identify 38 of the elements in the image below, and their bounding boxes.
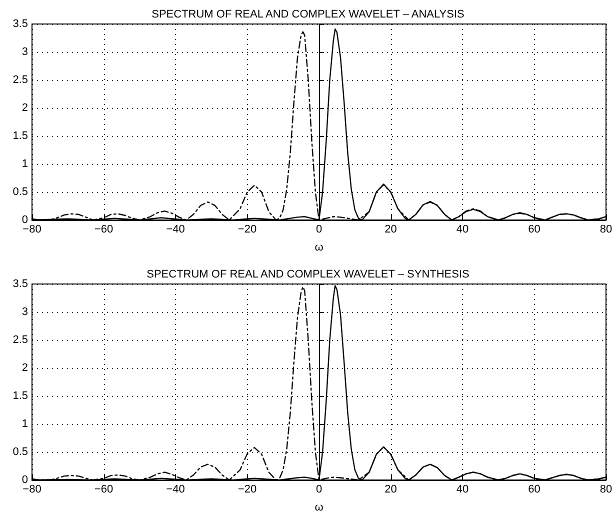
- x-tick-label: 0: [316, 224, 322, 236]
- y-tick-label: 3.5: [12, 18, 28, 30]
- x-tick-label: −20: [238, 484, 257, 496]
- y-tick-label: 1: [22, 418, 28, 430]
- y-tick-label: 3: [22, 46, 28, 58]
- y-tick-label: 1.5: [12, 390, 28, 402]
- x-tick-label: −40: [166, 484, 185, 496]
- y-tick-label: 3: [22, 306, 28, 318]
- y-tick-label: 2.5: [12, 74, 28, 86]
- y-tick-label: 2: [22, 362, 28, 374]
- y-tick-label: 0.5: [12, 186, 28, 198]
- x-tick-label: 80: [600, 484, 612, 496]
- x-tick-label: 40: [456, 484, 469, 496]
- chart-title: SPECTRUM OF REAL AND COMPLEX WAVELET – ANALYSIS: [152, 8, 464, 20]
- y-tick-label: 0.5: [12, 446, 28, 458]
- x-tick-label: −80: [22, 484, 42, 496]
- y-tick-label: 2.5: [12, 334, 28, 346]
- x-tick-label: 20: [384, 484, 397, 496]
- x-tick-label: 60: [528, 224, 540, 236]
- y-tick-label: 2: [22, 102, 28, 114]
- x-axis-title: ω: [314, 502, 324, 514]
- y-tick-label: 1.5: [12, 130, 28, 142]
- x-tick-label: 60: [528, 484, 540, 496]
- x-tick-label: 40: [456, 224, 469, 236]
- x-tick-label: −60: [94, 224, 114, 236]
- x-tick-label: −40: [166, 224, 185, 236]
- x-axis-title: ω: [314, 242, 324, 254]
- x-tick-label: 0: [316, 484, 322, 496]
- chart-title: SPECTRUM OF REAL AND COMPLEX WAVELET – SYNTHESIS: [146, 268, 470, 280]
- x-tick-label: −20: [238, 224, 257, 236]
- x-tick-label: −60: [94, 484, 114, 496]
- y-tick-label: 3.5: [12, 278, 28, 290]
- x-tick-label: −80: [22, 224, 42, 236]
- y-tick-label: 0: [22, 214, 28, 226]
- y-tick-label: 1: [22, 158, 28, 170]
- x-tick-label: 20: [384, 224, 397, 236]
- y-tick-label: 0: [22, 474, 28, 486]
- x-tick-label: 80: [600, 224, 612, 236]
